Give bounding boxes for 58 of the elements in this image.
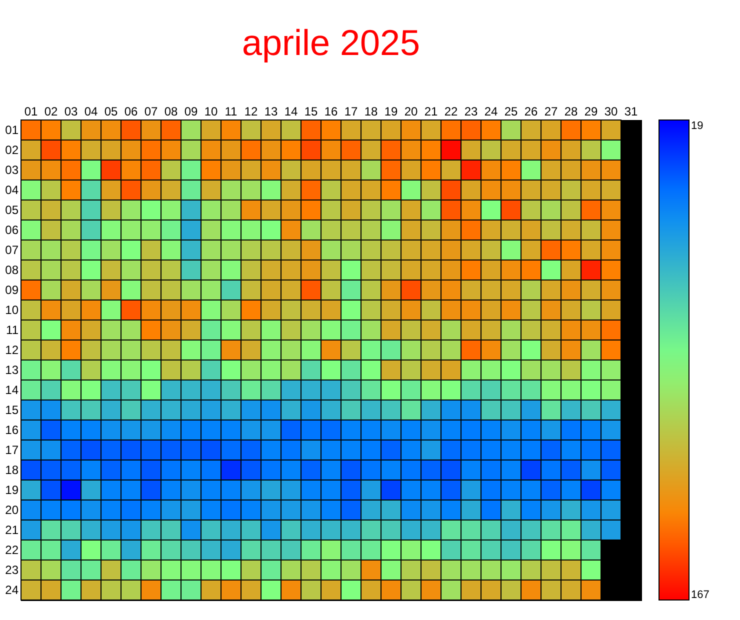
x-tick-label: 20: [404, 104, 418, 118]
x-tick-label: 29: [584, 104, 598, 118]
x-tick-label: 03: [64, 104, 78, 118]
x-tick-label: 04: [84, 104, 98, 118]
x-tick-label: 31: [624, 104, 638, 118]
x-tick-label: 19: [384, 104, 398, 118]
y-tick-label: 21: [5, 523, 19, 537]
x-tick-label: 30: [604, 104, 618, 118]
x-tick-label: 21: [424, 104, 438, 118]
x-tick-label: 14: [284, 104, 298, 118]
y-tick-label: 18: [5, 463, 19, 477]
y-tick-label: 13: [5, 363, 19, 377]
x-tick-label: 17: [344, 104, 358, 118]
x-tick-label: 09: [184, 104, 198, 118]
y-tick-label: 17: [5, 443, 19, 457]
x-tick-label: 13: [264, 104, 278, 118]
y-tick-label: 02: [5, 143, 19, 157]
y-tick-label: 19: [5, 483, 19, 497]
y-tick-label: 04: [5, 183, 19, 197]
x-tick-label: 11: [224, 104, 238, 118]
chart-title: aprile 2025: [242, 22, 420, 63]
x-tick-label: 10: [204, 104, 218, 118]
y-tick-label: 12: [5, 343, 19, 357]
color-bar-label: 167: [691, 589, 710, 601]
y-tick-label: 24: [5, 583, 19, 597]
y-tick-label: 10: [5, 303, 19, 317]
x-tick-label: 05: [104, 104, 118, 118]
color-bar-label: 19: [691, 120, 704, 132]
y-tick-label: 01: [5, 123, 19, 137]
x-tick-label: 16: [324, 104, 338, 118]
y-tick-label: 20: [5, 503, 19, 517]
x-tick-label: 12: [244, 104, 258, 118]
y-tick-label: 14: [5, 383, 19, 397]
y-tick-label: 22: [5, 543, 19, 557]
y-tick-label: 07: [5, 243, 19, 257]
y-tick-label: 11: [6, 323, 19, 337]
x-tick-label: 06: [124, 104, 138, 118]
y-tick-label: 06: [5, 223, 19, 237]
y-tick-label: 16: [5, 423, 19, 437]
x-tick-label: 26: [524, 104, 538, 118]
x-tick-label: 07: [144, 104, 158, 118]
x-tick-label: 24: [484, 104, 498, 118]
y-tick-label: 03: [5, 163, 19, 177]
x-tick-label: 15: [304, 104, 318, 118]
x-tick-label: 25: [504, 104, 518, 118]
x-tick-label: 08: [164, 104, 178, 118]
y-tick-label: 05: [5, 203, 19, 217]
x-tick-label: 18: [364, 104, 378, 118]
x-tick-label: 01: [24, 104, 38, 118]
y-tick-label: 09: [5, 283, 19, 297]
y-tick-label: 08: [5, 263, 19, 277]
y-tick-label: 23: [5, 563, 19, 577]
x-tick-label: 02: [44, 104, 58, 118]
x-tick-label: 28: [564, 104, 578, 118]
x-tick-label: 23: [464, 104, 478, 118]
x-tick-label: 22: [444, 104, 458, 118]
y-tick-label: 15: [5, 403, 19, 417]
x-tick-label: 27: [544, 104, 558, 118]
